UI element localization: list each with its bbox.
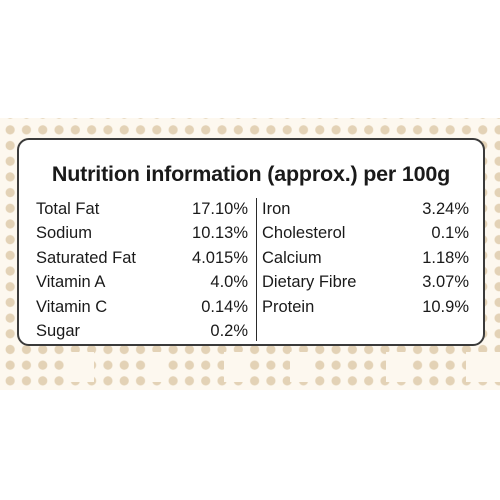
- nutrient-row: Iron 3.24%: [262, 197, 469, 221]
- nutrient-row: Cholesterol 0.1%: [262, 221, 469, 245]
- nutrient-value: 1.18%: [422, 248, 469, 267]
- nutrient-row: Total Fat 17.10%: [36, 197, 248, 221]
- nutrient-name: Protein: [262, 297, 315, 316]
- nutrient-row: Vitamin A 4.0%: [36, 270, 248, 294]
- pattern-gap: [70, 352, 94, 382]
- nutrition-label-panel: Nutrition information (approx.) per 100g…: [17, 138, 485, 346]
- nutrient-value: 17.10%: [192, 200, 248, 218]
- nutrient-value: 4.015%: [192, 248, 248, 267]
- nutrient-row: Protein 10.9%: [262, 295, 469, 319]
- nutrient-name: Total Fat: [36, 200, 100, 218]
- nutrient-column-left: Total Fat 17.10% Sodium 10.13% Saturated…: [36, 197, 248, 343]
- nutrient-row: Sugar 0.2%: [36, 319, 248, 343]
- nutrition-title: Nutrition information (approx.) per 100g: [51, 162, 451, 186]
- nutrient-name: Sodium: [36, 224, 92, 243]
- nutrient-name: Cholesterol: [262, 224, 346, 243]
- nutrient-row: Saturated Fat 4.015%: [36, 246, 248, 270]
- nutrient-value: 10.9%: [422, 297, 469, 316]
- nutrient-value: 4.0%: [210, 273, 248, 292]
- nutrient-name: Dietary Fibre: [262, 273, 357, 292]
- nutrient-column-right: Iron 3.24% Cholesterol 0.1% Calcium 1.18…: [262, 197, 469, 319]
- pattern-gap: [146, 352, 168, 382]
- pattern-gap: [386, 352, 406, 382]
- nutrient-value: 3.07%: [422, 273, 469, 292]
- nutrient-name: Sugar: [36, 321, 81, 340]
- nutrient-row: Calcium 1.18%: [262, 246, 469, 270]
- nutrient-value: 10.13%: [192, 224, 248, 243]
- nutrient-value: 3.24%: [422, 200, 469, 218]
- column-divider: [256, 198, 257, 341]
- nutrient-name: Vitamin A: [36, 273, 106, 292]
- nutrient-value: 0.14%: [201, 297, 248, 316]
- nutrient-name: Calcium: [262, 248, 322, 267]
- nutrient-row: Sodium 10.13%: [36, 221, 248, 245]
- nutrient-name: Iron: [262, 200, 291, 218]
- nutrient-name: Vitamin C: [36, 297, 108, 316]
- nutrient-row: Vitamin C 0.14%: [36, 295, 248, 319]
- pattern-gap: [466, 352, 500, 382]
- pattern-gap: [290, 352, 310, 382]
- nutrient-value: 0.2%: [210, 321, 248, 340]
- pattern-gap: [224, 352, 248, 382]
- nutrient-name: Saturated Fat: [36, 248, 136, 267]
- nutrient-row: Dietary Fibre 3.07%: [262, 270, 469, 294]
- nutrient-value: 0.1%: [431, 224, 469, 243]
